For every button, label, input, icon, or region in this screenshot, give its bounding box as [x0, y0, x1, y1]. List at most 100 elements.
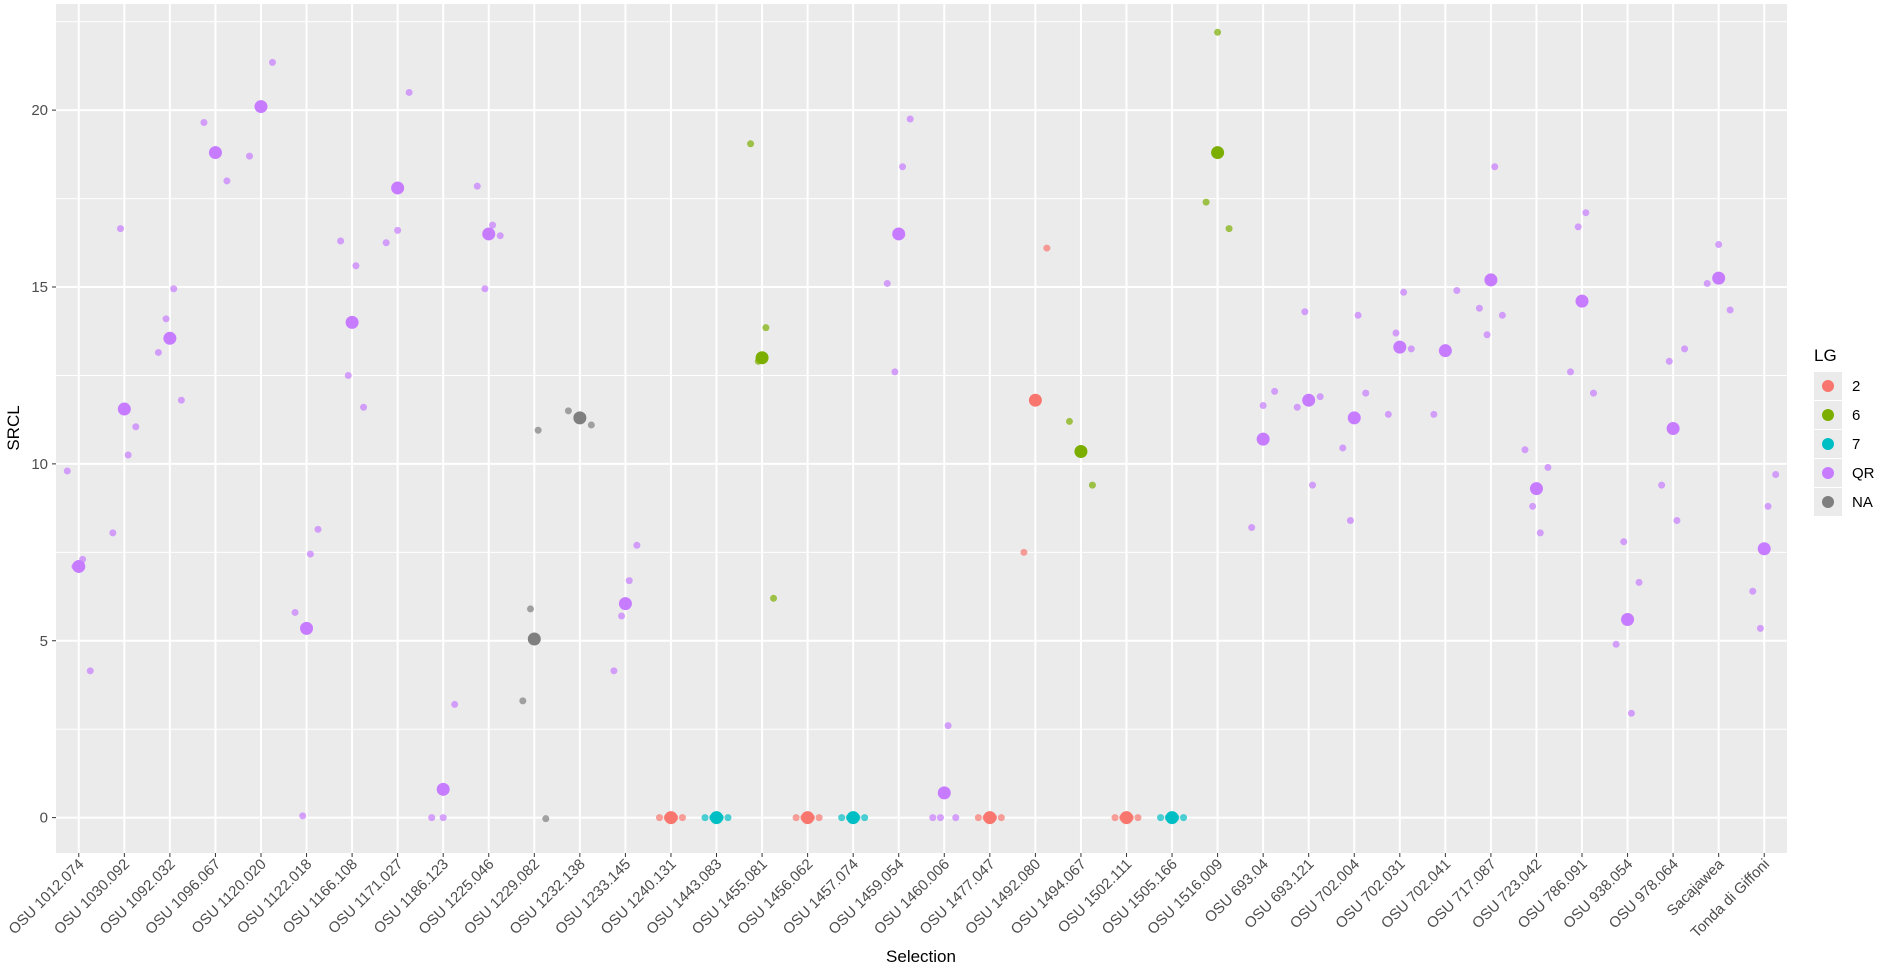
legend: LG 2 6 7 QR NA [1814, 346, 1875, 516]
legend-label: 6 [1852, 407, 1860, 424]
replicate-point [246, 152, 254, 160]
replicate-point [162, 315, 170, 323]
replicate-point [678, 814, 686, 822]
mean-point [527, 632, 541, 646]
replicate-point [1020, 548, 1028, 556]
legend-swatch [1822, 438, 1834, 450]
replicate-point [1400, 288, 1408, 296]
replicate-point [1749, 587, 1757, 595]
replicate-point [63, 467, 71, 475]
replicate-point [481, 285, 489, 293]
replicate-point [724, 814, 732, 822]
replicate-point [815, 814, 823, 822]
legend-label: 7 [1852, 436, 1860, 453]
replicate-point [1407, 345, 1415, 353]
replicate-point [1658, 481, 1666, 489]
y-axis-title: SRCL [4, 405, 23, 450]
replicate-point [952, 814, 960, 822]
replicate-point [1301, 308, 1309, 316]
replicate-point [154, 348, 162, 356]
mean-point [983, 811, 997, 825]
mean-point [1438, 344, 1452, 358]
replicate-point [1453, 287, 1461, 295]
replicate-point [1536, 529, 1544, 537]
replicate-point [1111, 814, 1119, 822]
replicate-point [906, 115, 914, 123]
mean-point [1575, 294, 1589, 308]
replicate-point [344, 371, 352, 379]
replicate-point [1259, 402, 1267, 410]
minor-gridlines [56, 21, 1787, 730]
replicate-point [701, 814, 709, 822]
legend-swatch [1822, 409, 1834, 421]
replicate-point [997, 814, 1005, 822]
replicate-point [1180, 814, 1188, 822]
mean-point [1666, 422, 1680, 435]
mean-point [937, 786, 951, 800]
mean-point [72, 559, 86, 573]
replicate-point [861, 814, 869, 822]
mean-point [801, 811, 815, 825]
mean-point [1484, 273, 1498, 287]
replicate-point [747, 140, 755, 148]
replicate-point [542, 815, 550, 823]
mean-point [755, 351, 769, 365]
replicate-point [1703, 279, 1711, 287]
mean-point [391, 181, 405, 195]
replicate-point [1088, 481, 1096, 489]
replicate-point [564, 407, 572, 415]
mean-point [1256, 432, 1270, 446]
mean-point [436, 782, 450, 796]
replicate-point [170, 285, 178, 293]
replicate-point [1339, 444, 1347, 452]
replicate-point [1772, 470, 1780, 478]
replicate-point [633, 541, 641, 549]
replicate-point [496, 232, 504, 240]
replicate-point [770, 594, 778, 602]
replicate-point [1362, 389, 1370, 397]
legend-title: LG [1814, 346, 1837, 365]
replicate-point [936, 814, 944, 822]
replicate-point [655, 814, 663, 822]
replicate-point [360, 403, 368, 411]
replicate-point [534, 426, 542, 434]
replicate-point [1202, 198, 1210, 206]
replicate-point [337, 237, 345, 245]
replicate-point [223, 177, 231, 185]
replicate-point [1157, 814, 1165, 822]
mean-point [117, 402, 131, 416]
x-tick-label: Tonda di Giffoni [1688, 856, 1774, 942]
replicate-point [625, 577, 633, 585]
replicate-point [1392, 329, 1400, 337]
mean-point [1028, 393, 1042, 407]
replicate-point [526, 605, 534, 613]
replicate-point [519, 697, 527, 705]
replicate-point [1715, 241, 1723, 249]
y-tick-label: 20 [31, 102, 48, 119]
mean-point [482, 227, 496, 241]
replicate-point [1491, 163, 1499, 171]
replicate-point [1756, 624, 1764, 632]
mean-point [163, 331, 177, 345]
y-tick-label: 5 [40, 633, 48, 650]
mean-point [1074, 444, 1088, 458]
replicate-point [1225, 225, 1233, 233]
replicate-point [1316, 393, 1324, 401]
replicate-point [1483, 331, 1491, 339]
replicate-point [1309, 481, 1317, 489]
mean-point [254, 100, 268, 114]
replicate-point [1567, 368, 1575, 376]
replicate-point [352, 262, 360, 270]
replicate-point [1065, 417, 1073, 425]
mean-point [664, 811, 678, 825]
replicate-point [124, 451, 132, 459]
major-gridlines [56, 4, 1787, 853]
replicate-point [1271, 387, 1279, 395]
replicate-point [306, 550, 314, 558]
replicate-point [314, 525, 322, 533]
replicate-point [587, 421, 595, 429]
replicate-point [451, 700, 459, 708]
replicate-point [405, 88, 413, 96]
